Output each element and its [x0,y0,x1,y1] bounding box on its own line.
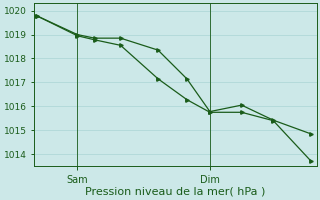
X-axis label: Pression niveau de la mer( hPa ): Pression niveau de la mer( hPa ) [85,187,266,197]
